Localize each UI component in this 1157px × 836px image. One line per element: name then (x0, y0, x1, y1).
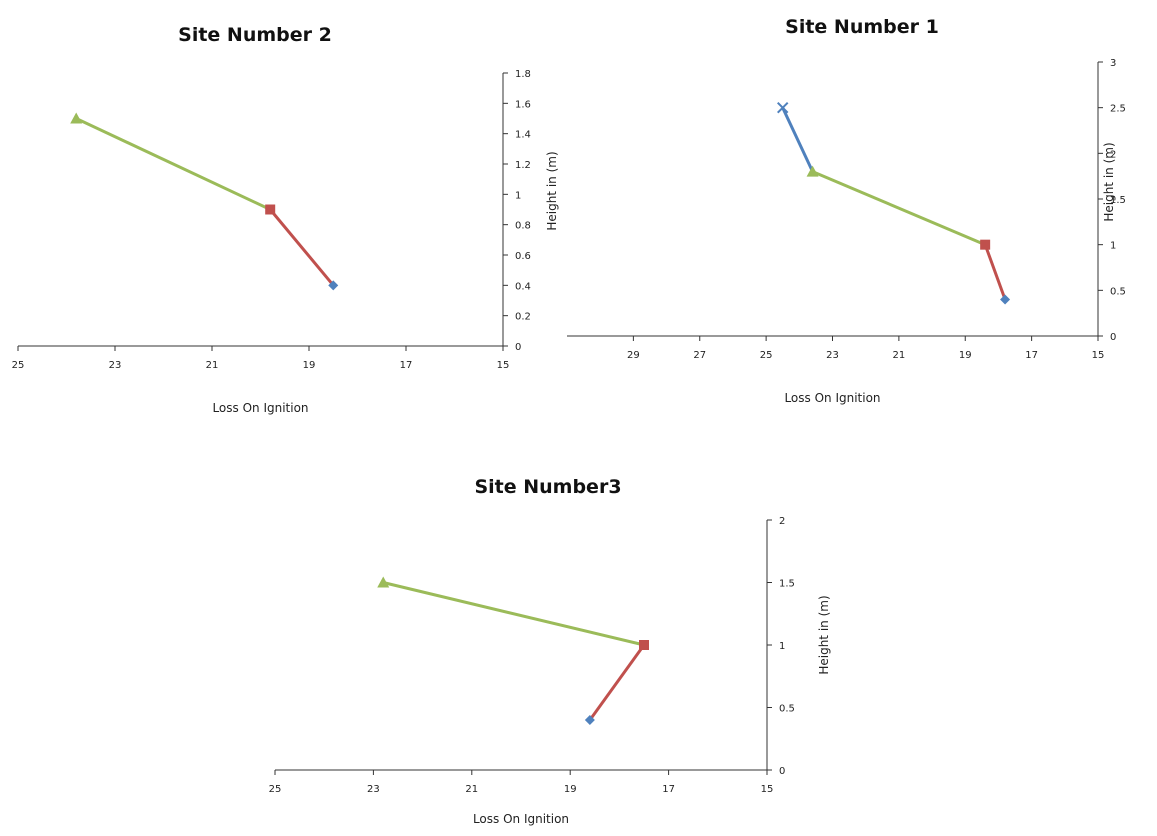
chart-2: Site Number 1 29 27 25 23 21 19 17 15 0 0.5 1 1.5 2 2.… (567, 16, 1126, 405)
y-axis-label: Height in (m) (1102, 142, 1116, 221)
y-tick-label: 1 (779, 641, 785, 652)
y-tick-label: 0 (515, 342, 521, 353)
y-tick-label: 1.5 (1110, 195, 1126, 206)
x-tick-label: 21 (206, 360, 219, 371)
x-tick-label: 17 (1025, 350, 1038, 361)
y-tick-label: 1.6 (515, 99, 531, 110)
y-axis-label: Height in (m) (545, 151, 559, 230)
data-point-diamond (584, 715, 595, 725)
chart-title: Site Number 2 (178, 24, 332, 46)
y-axis-label: Height in (m) (817, 595, 831, 674)
x-axis-label: Loss On Ignition (473, 812, 569, 826)
data-point-diamond (1000, 294, 1011, 305)
y-tick-label: 2 (779, 516, 785, 527)
x-tick-label: 19 (564, 784, 577, 795)
y-tick-label: 0.8 (515, 221, 531, 232)
x-tick-label: 23 (109, 360, 122, 371)
y-tick-label: 0 (1110, 332, 1116, 343)
x-tick-label: 21 (893, 350, 906, 361)
x-tick-label: 15 (497, 360, 510, 371)
data-point-x (777, 101, 789, 114)
data-point-diamond (328, 280, 339, 291)
chart-title: Site Number3 (474, 476, 621, 498)
x-tick-label: 27 (693, 350, 706, 361)
series-line-3 (983, 244, 1007, 301)
chart-1: Site Number 2 25 23 21 19 17 15 0 0.2 0.4 0.6 0.8 1 1… (12, 24, 559, 415)
x-tick-label: 15 (761, 784, 774, 795)
series-line-2 (812, 170, 986, 247)
x-tick-label: 23 (826, 350, 839, 361)
data-point-square (980, 239, 991, 250)
data-point-triangle (377, 576, 390, 588)
y-tick-label: 0.6 (515, 251, 531, 262)
x-tick-label: 23 (367, 784, 380, 795)
y-tick-label: 0.5 (1110, 286, 1126, 297)
x-tick-label: 29 (627, 350, 640, 361)
x-tick-label: 19 (303, 360, 316, 371)
x-axis-label: Loss On Ignition (784, 391, 880, 405)
y-tick-label: 0.4 (515, 281, 531, 292)
x-tick-label: 21 (465, 784, 478, 795)
x-axis-label: Loss On Ignition (212, 401, 308, 415)
x-tick-label: 15 (1092, 350, 1105, 361)
series-line-1 (781, 107, 814, 173)
y-tick-label: 1.2 (515, 160, 531, 171)
y-tick-label: 0.2 (515, 312, 531, 323)
y-tick-label: 3 (1110, 58, 1116, 69)
x-tick-label: 25 (12, 360, 25, 371)
x-tick-label: 17 (400, 360, 413, 371)
series-line-1 (382, 581, 645, 647)
x-tick-label: 17 (662, 784, 675, 795)
y-tick-label: 0 (779, 766, 785, 777)
data-point-triangle (806, 165, 819, 177)
x-tick-label: 19 (959, 350, 972, 361)
y-tick-label: 1 (1110, 241, 1116, 252)
x-tick-label: 25 (760, 350, 773, 361)
series-line-2 (269, 208, 335, 287)
series-line-2 (588, 644, 646, 721)
chart-title: Site Number 1 (785, 16, 939, 38)
y-tick-label: 2 (1110, 149, 1116, 160)
y-tick-label: 1 (515, 190, 521, 201)
y-tick-label: 0.5 (779, 704, 795, 715)
y-tick-label: 1.4 (515, 130, 531, 141)
y-tick-label: 2.5 (1110, 104, 1126, 115)
series-line-1 (75, 117, 271, 211)
data-point-square (639, 640, 649, 650)
data-point-square (265, 204, 276, 215)
y-tick-label: 1.5 (779, 579, 795, 590)
chart-3: Site Number3 25 23 21 19 17 15 0 0.5 1 1.5 2 Loss On… (269, 476, 831, 826)
data-point-triangle (70, 112, 83, 124)
y-tick-label: 1.8 (515, 69, 531, 80)
x-tick-label: 25 (269, 784, 282, 795)
